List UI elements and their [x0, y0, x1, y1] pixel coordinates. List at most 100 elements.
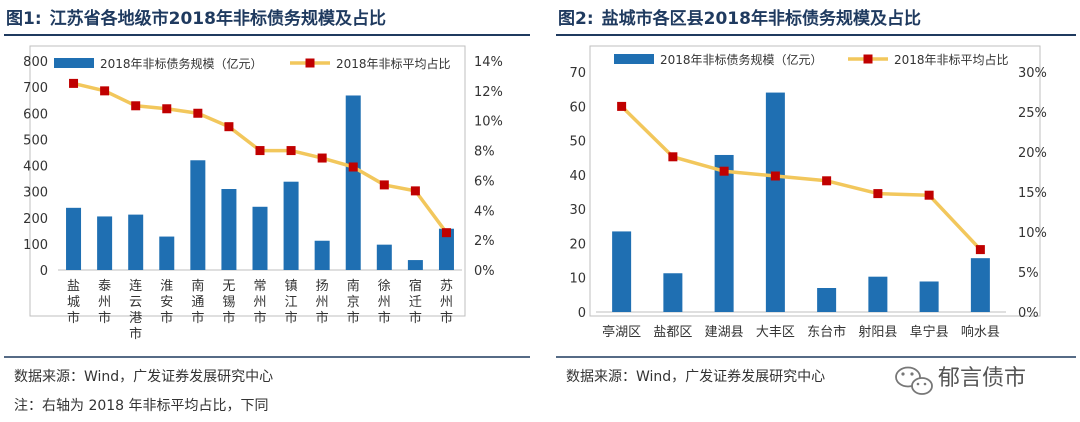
- category-label: 盐城市: [67, 279, 80, 326]
- left-axis-tick-label: 60: [569, 100, 586, 115]
- ratio-marker: [69, 78, 79, 88]
- bar: [868, 276, 888, 312]
- bar: [612, 231, 632, 312]
- left-axis-tick-label: 70: [569, 66, 586, 81]
- category-label: 阜宁县: [910, 324, 949, 340]
- ratio-marker: [975, 245, 985, 255]
- category-label: 亭湖区: [602, 324, 641, 340]
- bar: [817, 288, 837, 312]
- legend-bar-swatch: [54, 58, 94, 68]
- chart1-frame: [29, 45, 466, 317]
- legend: 2018年非标债务规模（亿元） 2018年非标平均占比: [614, 52, 1009, 67]
- category-label: 射阳县: [858, 324, 897, 340]
- category-label: 大丰区: [756, 325, 795, 340]
- right-axis-tick-label: 8%: [474, 145, 495, 160]
- bar: [314, 240, 330, 270]
- left-axis-tick-label: 40: [569, 169, 586, 184]
- legend-line-label: 2018年非标平均占比: [336, 56, 451, 71]
- left-axis-tick-label: 0: [40, 264, 48, 279]
- ratio-marker: [617, 101, 627, 111]
- ratio-marker: [348, 162, 358, 172]
- bar: [66, 207, 82, 270]
- ratio-marker: [100, 86, 110, 96]
- right-axis-tick-label: 30%: [1018, 66, 1047, 81]
- ratio-marker: [719, 166, 729, 176]
- ratio-marker: [193, 108, 203, 118]
- left-axis-tick-label: 500: [23, 133, 48, 148]
- category-label: 连云港市: [129, 278, 142, 342]
- chart2-frame: [589, 45, 1041, 317]
- bar: [190, 160, 206, 270]
- bar: [407, 260, 423, 270]
- left-axis-tick-label: 600: [23, 107, 48, 122]
- ratio-marker: [770, 171, 780, 181]
- bar: [97, 216, 113, 270]
- category-label: 泰州市: [98, 279, 111, 326]
- legend-marker-swatch: [305, 58, 315, 68]
- figure-title-text: 江苏省各地级市2018年非标债务规模及占比: [50, 8, 386, 29]
- legend-marker-swatch: [863, 54, 873, 64]
- ratio-marker: [410, 186, 420, 196]
- right-axis-tick-label: 0%: [1018, 306, 1039, 321]
- bar: [221, 189, 237, 270]
- category-label: 盐都区: [653, 325, 692, 340]
- right-axis-tick-label: 15%: [1018, 186, 1047, 201]
- footnote: 注：右轴为 2018 年非标平均占比，下同: [14, 398, 269, 414]
- watermark-text: 郁言债市: [938, 366, 1026, 391]
- left-axis-tick-label: 800: [23, 55, 48, 70]
- chart2-title: 图2: 盐城市各区县2018年非标债务规模及占比: [558, 8, 921, 29]
- category-label: 淮安市: [160, 279, 173, 326]
- bar: [159, 236, 175, 270]
- chart2-source: 数据来源：Wind，广发证券发展研究中心: [566, 369, 825, 385]
- left-axis-tick-label: 20: [569, 237, 586, 252]
- bar: [714, 154, 734, 312]
- ratio-marker: [317, 153, 327, 163]
- category-label: 南京市: [347, 278, 360, 326]
- category-label: 东台市: [807, 324, 846, 340]
- left-axis-tick-label: 10: [569, 272, 586, 287]
- left-axis-tick-label: 200: [23, 212, 48, 227]
- ratio-marker: [822, 176, 832, 186]
- bar: [663, 273, 683, 312]
- right-axis-tick-label: 0%: [474, 264, 495, 279]
- legend-line-label: 2018年非标平均占比: [894, 52, 1009, 67]
- right-axis-tick-label: 4%: [474, 204, 495, 219]
- category-label: 南通市: [191, 278, 204, 326]
- ratio-marker: [255, 146, 265, 156]
- right-axis-tick-label: 10%: [1018, 226, 1047, 241]
- category-label: 扬州市: [316, 279, 329, 326]
- bar: [252, 206, 268, 270]
- left-axis-tick-label: 300: [23, 186, 48, 201]
- ratio-line: [620, 105, 982, 251]
- bar: [919, 281, 939, 312]
- wechat-icon: [895, 366, 933, 395]
- figure-label: 图2:: [558, 9, 594, 29]
- category-label: 宿迁市: [409, 278, 422, 326]
- category-label: 响水县: [961, 324, 1000, 340]
- right-axis-tick-label: 2%: [474, 234, 495, 249]
- left-axis-tick-label: 700: [23, 81, 48, 96]
- ratio-marker: [924, 190, 934, 200]
- left-axis-tick-label: 400: [23, 160, 48, 175]
- bar: [283, 181, 299, 270]
- figure-label: 图1:: [6, 9, 42, 29]
- legend-bar-label: 2018年非标债务规模（亿元）: [100, 56, 263, 71]
- bar: [128, 214, 144, 270]
- category-label: 建湖县: [705, 325, 744, 340]
- left-axis-tick-label: 30: [569, 203, 586, 218]
- category-label: 无锡市: [222, 279, 235, 326]
- category-label: 徐州市: [378, 279, 391, 326]
- left-axis-tick-label: 0: [578, 306, 586, 321]
- category-label: 苏州市: [440, 278, 453, 326]
- bar: [970, 258, 990, 312]
- ratio-marker: [873, 189, 883, 199]
- right-axis-tick-label: 12%: [474, 85, 503, 100]
- ratio-marker: [379, 180, 389, 190]
- chart1-plot: 0 100 200 300 400 500 600 700 800 0% 2% 4% 6% 8% 10% 12…: [23, 55, 503, 342]
- left-axis-tick-label: 50: [569, 135, 586, 150]
- wechat-watermark: 郁言债市: [895, 366, 1026, 395]
- figure-title-text: 盐城市各区县2018年非标债务规模及占比: [602, 8, 921, 29]
- ratio-marker: [162, 104, 172, 114]
- bar: [438, 228, 454, 270]
